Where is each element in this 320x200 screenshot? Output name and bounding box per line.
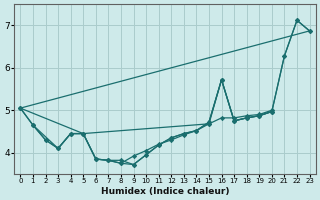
X-axis label: Humidex (Indice chaleur): Humidex (Indice chaleur) [101,187,229,196]
